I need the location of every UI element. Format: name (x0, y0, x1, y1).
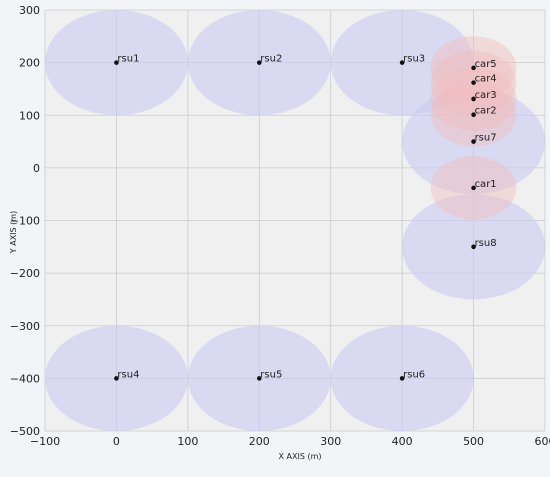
rsu-label: rsu6 (403, 369, 425, 380)
y-tick-label: −400 (10, 372, 40, 385)
x-tick-label: 600 (535, 435, 550, 448)
car-label: car5 (475, 59, 497, 70)
x-tick-label: 100 (177, 435, 198, 448)
x-tick-label: 400 (392, 435, 413, 448)
y-axis-title: Y AXIS (m) (9, 211, 18, 254)
rsu-label: rsu8 (475, 238, 497, 249)
y-tick-label: 100 (19, 109, 40, 122)
x-axis-title: X AXIS (m) (279, 452, 322, 461)
car-label: car3 (475, 90, 497, 101)
rsu-label: rsu2 (260, 54, 282, 65)
rsu-label: rsu7 (475, 133, 497, 144)
y-tick-label: 200 (19, 57, 40, 70)
car-label: car4 (475, 74, 497, 85)
x-tick-label: 0 (113, 435, 120, 448)
rsu-label: rsu3 (403, 54, 425, 65)
x-tick-label: 300 (320, 435, 341, 448)
y-tick-label: −300 (10, 320, 40, 333)
car-label: car2 (475, 106, 497, 117)
y-tick-label: 0 (33, 162, 40, 175)
y-tick-label: −200 (10, 267, 40, 280)
x-tick-label: 200 (249, 435, 270, 448)
rsu-label: rsu4 (117, 369, 139, 380)
rsu-label: rsu5 (260, 369, 282, 380)
x-tick-label: 500 (463, 435, 484, 448)
car-label: car1 (475, 179, 497, 190)
rsu-label: rsu1 (117, 54, 139, 65)
y-tick-label: −500 (10, 425, 40, 438)
y-tick-label: 300 (19, 4, 40, 17)
